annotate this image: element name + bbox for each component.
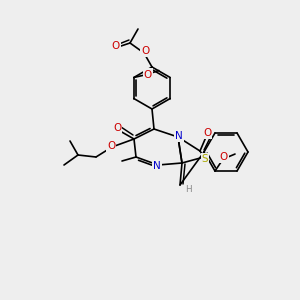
Text: O: O [144, 70, 152, 80]
Text: O: O [220, 152, 228, 162]
Text: O: O [203, 128, 211, 138]
Text: O: O [112, 41, 120, 51]
Text: O: O [107, 141, 115, 151]
Text: N: N [153, 161, 161, 171]
Text: N: N [175, 131, 183, 141]
Text: H: H [185, 184, 191, 194]
Text: S: S [202, 154, 208, 164]
Text: O: O [113, 123, 121, 133]
Text: O: O [141, 46, 149, 56]
